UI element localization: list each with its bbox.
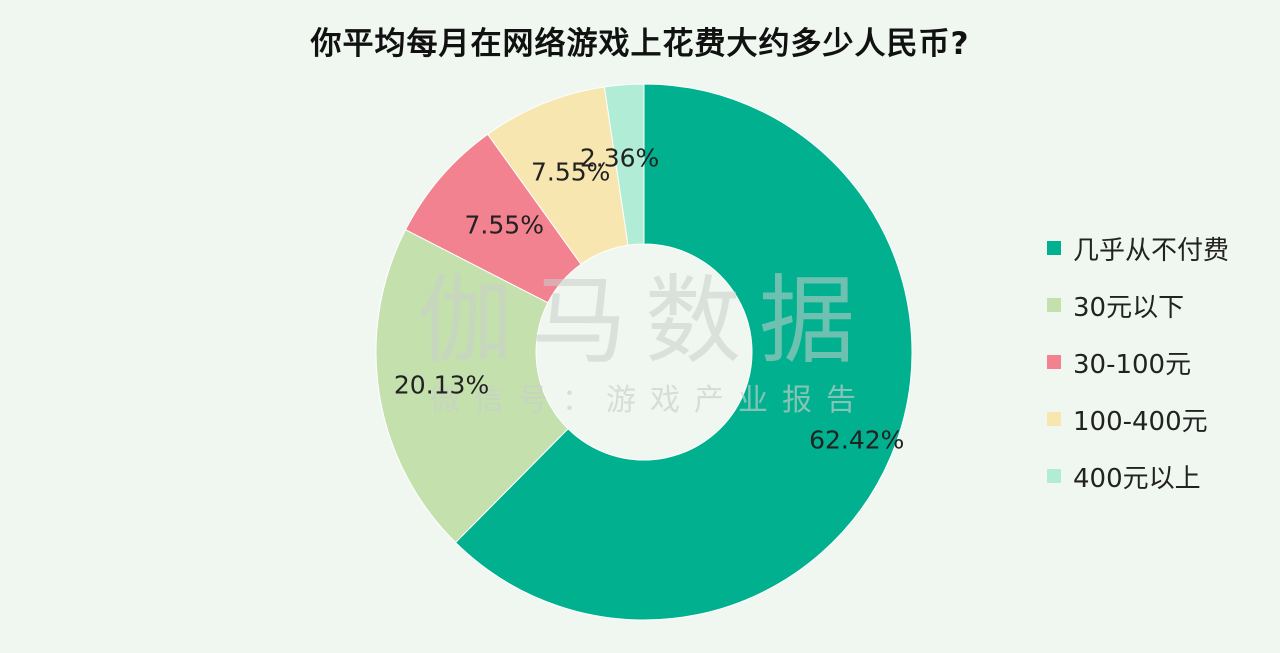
slice-label-5: 2.36% [580,144,659,173]
legend-swatch [1047,298,1061,312]
slice-2 [375,229,569,544]
legend-item: 100-400元 [1047,401,1229,437]
legend-label: 几乎从不付费 [1073,235,1230,266]
slice-label-3: 7.55% [465,211,544,240]
slice-label-2: 20.13% [394,370,489,399]
legend-item: 30-100元 [1047,344,1229,380]
legend-swatch [1047,412,1061,426]
legend-swatch [1047,355,1061,369]
watermark-sub: 微信号：游戏产业报告 [430,383,870,418]
legend-label: 30-100元 [1073,349,1192,380]
legend-label: 400元以上 [1073,463,1201,494]
data-labels-group: 62.42%20.13%7.55%7.55%2.36% [394,144,904,455]
chart-title: 你平均每月在网络游戏上花费大约多少人民币? [310,26,970,62]
watermark-main: 伽马数据 [417,265,873,377]
slice-label-1: 62.42% [809,425,904,454]
legend-swatch [1047,469,1061,483]
legend: 几乎从不付费 30元以下 30-100元 100-400元 400元以上 [1047,230,1229,515]
slice-5 [603,83,645,246]
legend-swatch [1047,241,1061,255]
slices-group [375,83,913,621]
legend-item: 400元以上 [1047,458,1229,494]
watermark: 伽马数据 微信号：游戏产业报告 [417,265,873,418]
legend-item: 30元以下 [1047,287,1229,323]
slice-label-4: 7.55% [531,157,610,186]
slice-1 [454,83,913,621]
legend-item: 几乎从不付费 [1047,230,1229,266]
legend-label: 30元以下 [1073,292,1185,323]
legend-label: 100-400元 [1073,406,1208,437]
